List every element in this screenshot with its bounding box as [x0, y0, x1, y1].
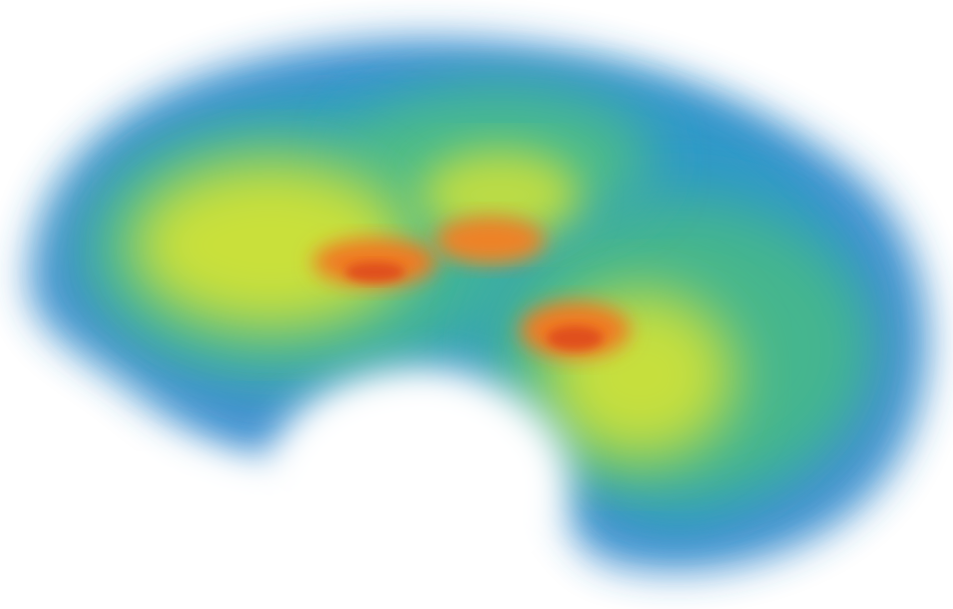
page	[0, 0, 953, 609]
volume-render	[0, 0, 953, 609]
